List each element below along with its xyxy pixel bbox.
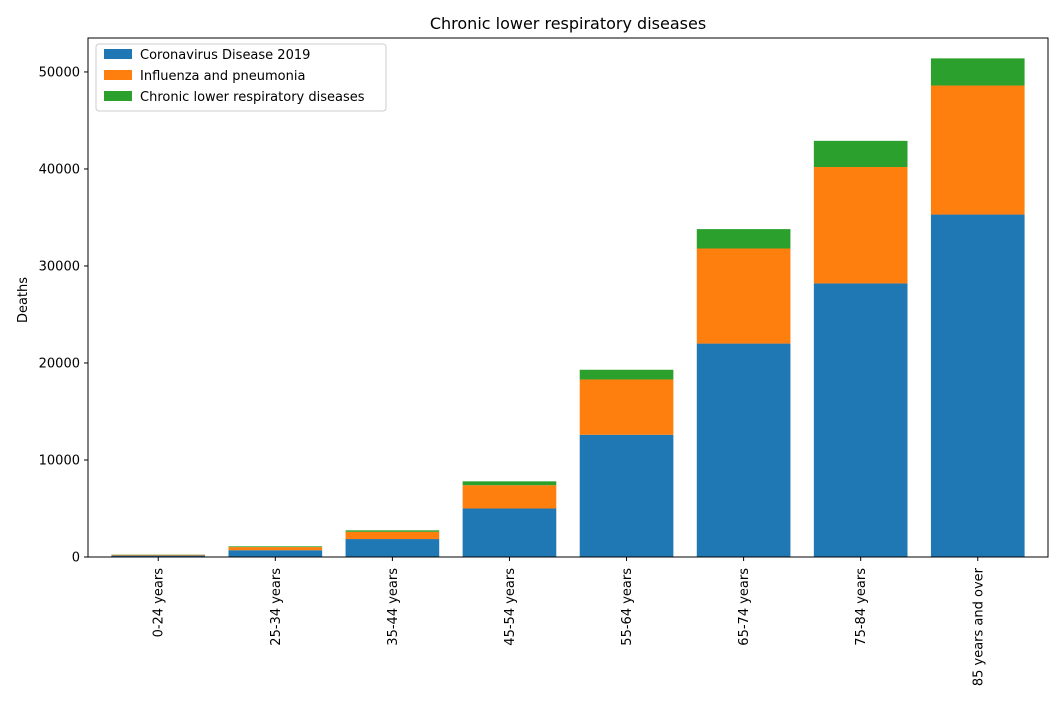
legend-label-0: Coronavirus Disease 2019 [140,48,310,63]
bar-series-2-cat-5 [696,229,791,249]
x-tick-label-0: 0-24 years [152,568,167,638]
bar-series-1-cat-4 [579,379,674,435]
bar-series-0-cat-2 [345,539,440,557]
bar-series-2-cat-3 [462,481,557,486]
bar-series-1-cat-3 [462,485,557,509]
x-tick-label-7: 85 years and over [971,567,986,686]
bar-series-1-cat-0 [111,554,206,556]
bar-series-2-cat-1 [228,546,323,548]
y-tick-label-5: 50000 [39,65,80,80]
bar-series-2-cat-2 [345,530,440,532]
legend-label-1: Influenza and pneumonia [140,69,305,84]
x-tick-label-1: 25-34 years [269,568,284,646]
chart-title: Chronic lower respiratory diseases [430,14,706,33]
bar-series-0-cat-3 [462,508,557,557]
y-tick-label-3: 30000 [39,259,80,274]
legend-swatch-2 [104,91,132,101]
x-tick-label-3: 45-54 years [503,568,518,646]
y-tick-label-4: 40000 [39,162,80,177]
y-tick-label-0: 0 [72,551,80,566]
y-tick-label-2: 20000 [39,356,80,371]
bar-series-0-cat-5 [696,343,791,557]
y-tick-label-1: 10000 [39,453,80,468]
x-tick-label-6: 75-84 years [854,568,869,646]
x-axis-ticks: 0-24 years 25-34 years 35-44 years 45-54 ye… [152,557,986,686]
bar-series-1-cat-6 [813,167,908,284]
bar-series-0-cat-1 [228,550,323,557]
y-axis-ticks: 0 10000 20000 30000 40000 50000 [39,65,88,566]
x-tick-label-2: 35-44 years [386,568,401,646]
bars-group [111,58,1025,557]
bar-series-1-cat-2 [345,531,440,540]
legend-swatch-1 [104,70,132,80]
bar-series-2-cat-4 [579,369,674,380]
bar-series-0-cat-0 [111,555,206,557]
y-axis-label: Deaths [16,277,31,323]
legend-box [95,43,387,112]
plot-frame [87,37,1049,558]
x-tick-label-4: 55-64 years [620,568,635,646]
bar-series-2-cat-7 [930,58,1025,86]
legend-swatch-0 [104,49,132,59]
legend: Coronavirus Disease 2019 Influenza and pn… [95,43,387,112]
bar-series-0-cat-6 [813,283,908,557]
bar-series-1-cat-5 [696,248,791,344]
bar-series-1-cat-1 [228,547,323,551]
bar-series-2-cat-6 [813,140,908,168]
bar-series-0-cat-7 [930,214,1025,557]
bar-series-0-cat-4 [579,434,674,557]
x-tick-label-5: 65-74 years [737,568,752,646]
legend-label-2: Chronic lower respiratory diseases [140,90,365,105]
bar-series-1-cat-7 [930,85,1025,215]
